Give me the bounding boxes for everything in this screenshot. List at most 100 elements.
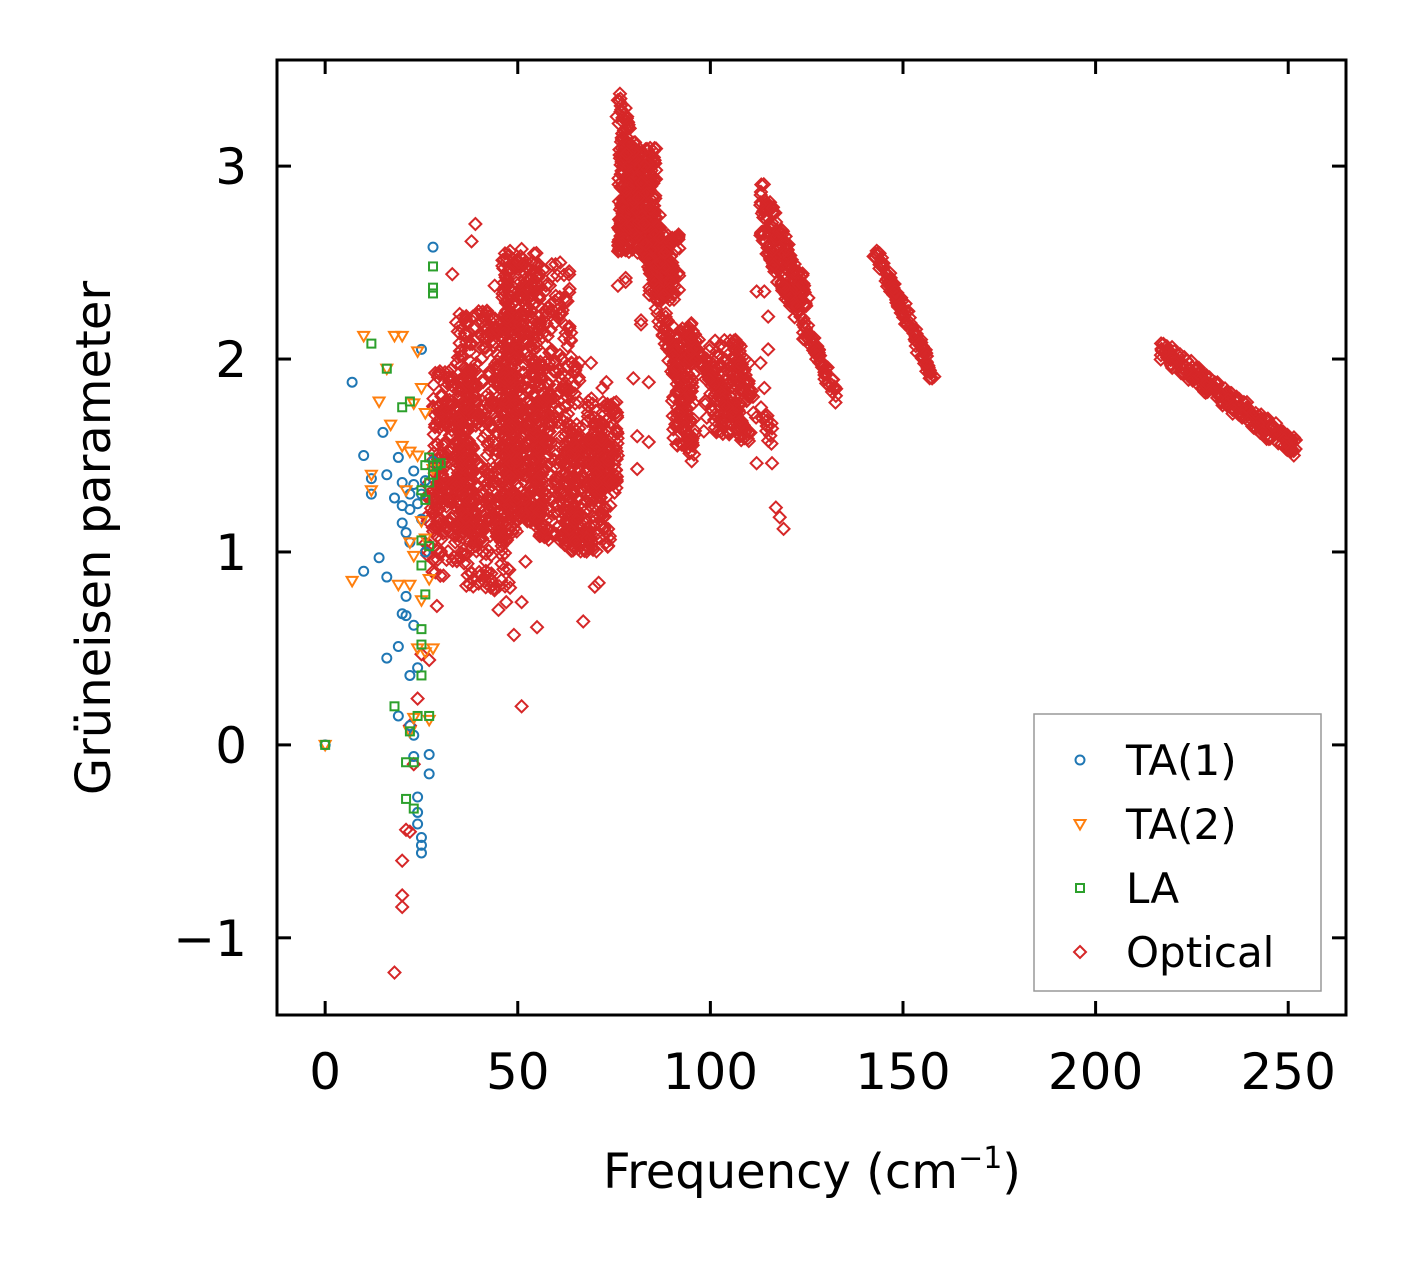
point-la [320,739,331,750]
point-la [416,639,427,650]
point-optical [539,434,554,450]
point-ta-1 [408,465,420,477]
point-ta-1 [381,652,393,664]
point-ta-2 [364,485,379,498]
point-optical [440,514,456,530]
point-optical [471,479,487,495]
point-optical [595,380,610,396]
point-optical [438,402,454,417]
point-optical [669,436,684,452]
point-ta-2 [414,516,429,529]
point-optical [498,356,514,371]
point-optical [824,372,840,388]
point-optical [544,343,560,359]
point-optical [741,355,757,371]
point-ta-2 [414,382,429,396]
point-optical [756,284,772,299]
point-optical [430,437,446,452]
point-optical [581,431,597,447]
point-optical [687,352,703,368]
point-optical [561,263,577,279]
point-optical [562,281,577,297]
point-optical [1191,360,1207,376]
point-optical [557,457,573,473]
point-optical [691,332,707,348]
point-optical [471,488,486,504]
point-optical [427,365,443,381]
point-optical [517,256,533,272]
point-optical [618,270,634,286]
point-optical [478,340,494,356]
point-optical [458,578,474,594]
point-optical [645,272,661,288]
point-optical [474,373,490,389]
point-optical [740,388,756,404]
point-optical [526,387,542,403]
point-optical [482,509,498,525]
point-la [420,494,431,505]
point-optical [890,298,906,314]
point-optical [639,186,654,202]
legend-marker-ta-1 [1074,754,1086,766]
point-optical [633,316,649,332]
point-optical [607,485,622,501]
point-optical [900,303,916,319]
point-optical [479,496,495,511]
point-optical [426,400,442,416]
point-optical [1199,375,1215,391]
point-optical [562,521,578,537]
point-la [424,710,435,721]
data-points [317,86,1304,980]
point-optical [1276,438,1292,453]
point-ta-1 [423,768,435,780]
point-optical [529,270,545,286]
point-optical [753,355,768,371]
point-optical [426,391,441,407]
point-optical [518,278,534,294]
point-optical [697,351,713,367]
point-optical [588,466,604,482]
point-optical [583,411,599,427]
point-optical [635,235,651,251]
point-optical [753,400,769,415]
point-optical [568,534,583,550]
point-optical [463,565,479,581]
point-optical [587,579,603,595]
point-optical [453,382,468,397]
point-optical [569,527,585,543]
point-optical [600,521,616,537]
point-optical [481,543,497,559]
point-ta-2 [410,450,425,464]
point-optical [486,419,501,435]
point-optical [886,280,901,296]
point-optical [433,543,449,559]
point-ta-1 [404,720,416,732]
point-optical [523,302,539,318]
point-optical [513,509,528,525]
point-optical [474,402,490,418]
point-optical [748,410,764,425]
point-optical [539,389,555,405]
point-ta-1 [415,343,427,355]
point-optical [610,435,625,451]
point-ta-2 [394,330,410,344]
point-optical [552,255,568,270]
point-optical [1156,336,1171,352]
point-optical [893,305,909,321]
point-optical [436,568,451,583]
point-optical [799,326,815,342]
point-optical [577,436,593,452]
point-optical [716,398,732,414]
point-optical [439,484,455,500]
point-optical [489,525,505,541]
point-optical [609,405,625,420]
point-optical [656,287,672,303]
point-la [416,670,427,681]
point-optical [609,409,625,425]
point-optical [663,364,679,379]
point-optical [580,398,596,414]
point-optical [514,288,530,303]
point-optical [497,246,513,261]
point-optical [462,336,478,352]
point-optical [546,505,562,521]
